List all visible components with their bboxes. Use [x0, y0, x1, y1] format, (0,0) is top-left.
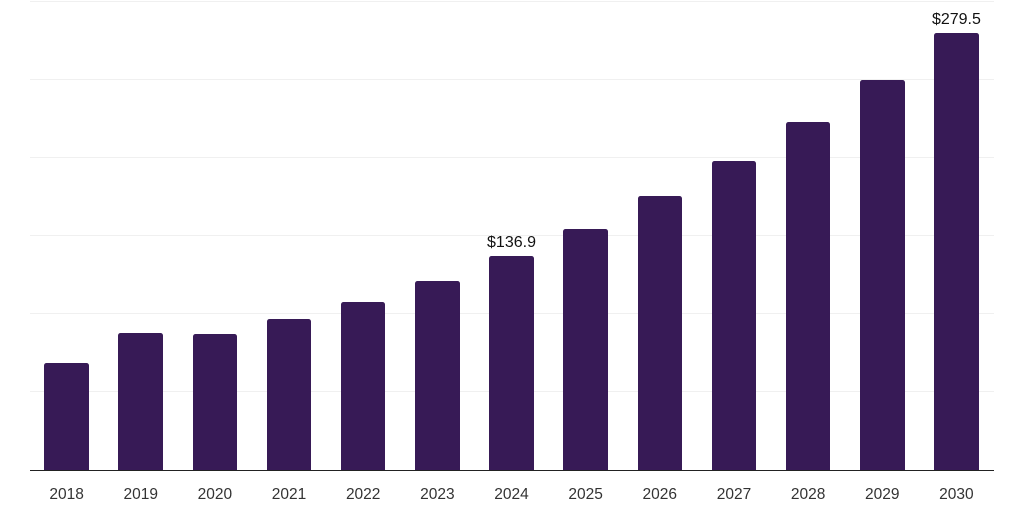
x-tick-label-2030: 2030: [939, 486, 974, 503]
data-label-2030: $279.5: [931, 11, 981, 29]
bar-2023: [415, 281, 460, 470]
bar-2022: [340, 302, 386, 470]
bar-2026: [637, 195, 683, 470]
bar-2027: [711, 160, 757, 470]
x-tick-label-2022: 2022: [345, 486, 381, 503]
bar-2030: [934, 33, 979, 470]
gridline-250: [29, 78, 994, 80]
bar-2020: [192, 334, 238, 470]
gridline-150: [29, 235, 994, 236]
gridline-200: [29, 156, 994, 158]
x-tick-label-2029: 2029: [865, 486, 900, 503]
x-tick-label-2027: 2027: [716, 486, 752, 503]
bar-2025: [563, 229, 608, 470]
bar-2021: [266, 319, 312, 470]
x-tick-label-2018: 2018: [49, 486, 84, 503]
bar-2024: [489, 255, 534, 470]
x-tick-label-2025: 2025: [568, 486, 603, 503]
data-label-2024: $136.9: [487, 233, 536, 251]
x-tick-label-2024: 2024: [494, 486, 529, 503]
x-axis-line: [29, 469, 994, 471]
plot-area: $136.9 $279.5: [29, 0, 994, 470]
gridline-300: [29, 0, 994, 2]
x-tick-label-2023: 2023: [420, 486, 455, 503]
x-tick-label-2021: 2021: [271, 486, 307, 503]
bar-2018: [44, 362, 89, 470]
x-tick-label-2020: 2020: [197, 486, 233, 503]
x-tick-label-2019: 2019: [123, 486, 158, 503]
x-tick-label-2026: 2026: [642, 486, 678, 503]
bar-2019: [118, 333, 163, 470]
bar-2029: [860, 79, 905, 470]
bar-2028: [785, 122, 831, 470]
x-tick-label-2028: 2028: [790, 486, 826, 503]
